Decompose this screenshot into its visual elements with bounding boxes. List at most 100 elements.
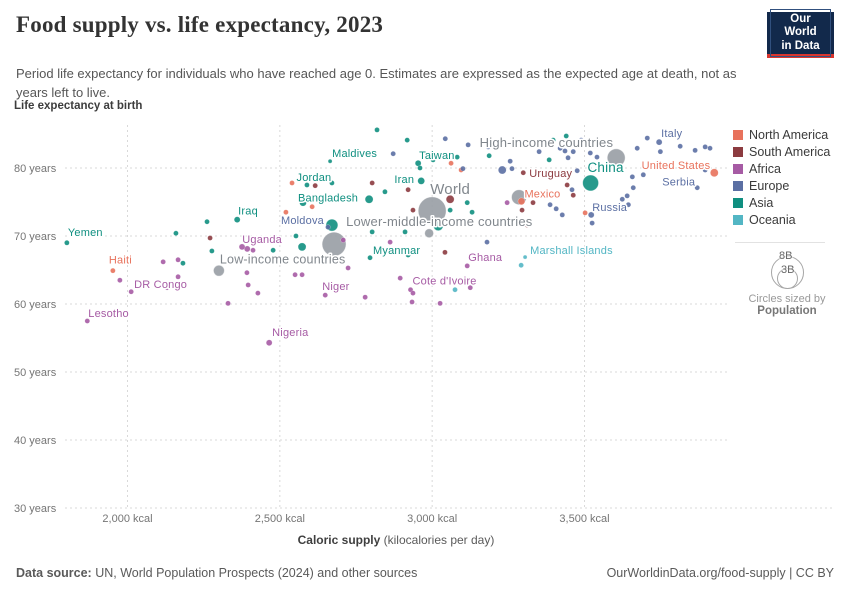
dot[interactable] [486, 153, 492, 159]
dot[interactable] [702, 144, 708, 150]
dot[interactable] [402, 229, 408, 235]
dot[interactable] [387, 239, 393, 245]
dot-iraq[interactable] [233, 216, 241, 223]
dot-label-haiti[interactable]: Haiti [107, 253, 133, 268]
dot[interactable] [405, 187, 411, 193]
legend-item-south-america[interactable]: South America [733, 143, 850, 160]
dot-united-states[interactable] [710, 168, 719, 177]
dot[interactable] [570, 192, 576, 198]
dot[interactable] [625, 202, 632, 208]
dot-label-lesotho[interactable]: Lesotho [87, 307, 130, 322]
dot-label-cote-d-ivoire[interactable]: Cote d'Ivoire [411, 274, 478, 289]
dot[interactable] [299, 272, 305, 278]
dot[interactable] [452, 287, 458, 293]
dot[interactable] [432, 220, 444, 232]
dot[interactable] [464, 199, 470, 206]
dot-nigeria[interactable] [265, 339, 273, 346]
dot[interactable] [536, 148, 542, 155]
dot[interactable] [630, 185, 636, 191]
dot[interactable] [369, 180, 375, 186]
legend-item-africa[interactable]: Africa [733, 160, 850, 177]
dot[interactable] [430, 157, 436, 163]
dot-yemen[interactable] [64, 240, 70, 246]
dot[interactable] [312, 182, 318, 189]
dot[interactable] [485, 144, 491, 150]
dot[interactable] [569, 187, 575, 193]
dot[interactable] [507, 158, 513, 164]
dot[interactable] [547, 202, 553, 208]
dot[interactable] [410, 207, 416, 213]
dot-label-low-income-countries[interactable]: Low-income countries [218, 251, 346, 268]
dot-maldives[interactable] [327, 159, 333, 164]
dot[interactable] [448, 160, 454, 166]
scatter-plot[interactable]: 2,000 kcal 2,500 kcal 3,000 kcal 3,500 kcal… [0, 100, 850, 562]
dot[interactable] [504, 199, 510, 206]
dot-label-russia[interactable]: Russia [591, 200, 629, 215]
dot[interactable] [175, 257, 181, 263]
legend-item-asia[interactable]: Asia [733, 194, 850, 211]
dot[interactable] [563, 133, 569, 139]
dot-mexico[interactable] [517, 197, 526, 206]
dot-world[interactable] [417, 196, 447, 226]
dot-dr-congo[interactable] [128, 289, 134, 295]
dot[interactable] [692, 147, 698, 154]
dot-lesotho[interactable] [84, 318, 90, 324]
dot[interactable] [299, 198, 307, 207]
dot[interactable] [447, 207, 453, 213]
dot[interactable] [546, 157, 552, 163]
dot[interactable] [397, 249, 403, 256]
dot[interactable] [424, 228, 435, 239]
dot-label-moldova[interactable]: Moldova [279, 214, 325, 229]
dot[interactable] [484, 239, 490, 245]
dot[interactable] [382, 189, 388, 195]
dot[interactable] [309, 204, 315, 210]
dot[interactable] [244, 270, 250, 276]
dot[interactable] [409, 299, 415, 305]
dot-haiti[interactable] [110, 267, 116, 274]
dot-marshall-islands[interactable] [522, 254, 528, 260]
dot-ghana[interactable] [464, 263, 470, 269]
dot-label-serbia[interactable]: Serbia [661, 175, 697, 190]
dot[interactable] [578, 137, 584, 143]
dot[interactable] [404, 137, 410, 143]
dot[interactable] [397, 275, 403, 281]
dot[interactable] [559, 212, 565, 218]
dot[interactable] [557, 145, 563, 151]
dot-uruguay[interactable] [520, 170, 526, 176]
dot[interactable] [587, 150, 593, 156]
dot[interactable] [297, 242, 307, 252]
dot-iran[interactable] [417, 177, 425, 185]
dot[interactable] [594, 154, 600, 160]
dot-label-italy[interactable]: Italy [660, 127, 684, 142]
dot[interactable] [180, 260, 186, 266]
dot[interactable] [442, 249, 448, 256]
dot-lower-middle-income-countries[interactable] [321, 231, 347, 257]
dot-russia[interactable] [588, 211, 595, 219]
legend-item-europe[interactable]: Europe [733, 177, 850, 194]
dot-label-uganda[interactable]: Uganda [241, 232, 284, 247]
dot-label-bangladesh[interactable]: Bangladesh [296, 191, 359, 206]
dot[interactable] [369, 229, 375, 235]
footer-link[interactable]: OurWorldinData.org/food-supply | CC BY [606, 566, 834, 580]
dot-label-iran[interactable]: Iran [393, 172, 416, 187]
dot[interactable] [442, 136, 448, 142]
owid-logo[interactable]: Our World in Data [767, 9, 834, 58]
dot[interactable] [619, 196, 625, 202]
dot[interactable] [160, 259, 166, 265]
dot[interactable] [417, 165, 423, 171]
dot[interactable] [562, 148, 568, 154]
dot[interactable] [574, 168, 580, 174]
dot-china[interactable] [582, 174, 599, 192]
dot[interactable] [570, 148, 576, 155]
dot[interactable] [707, 145, 713, 151]
dot[interactable] [553, 206, 559, 212]
dot[interactable] [657, 148, 664, 155]
dot[interactable] [329, 180, 335, 186]
dot[interactable] [518, 262, 524, 268]
dot-label-dr-congo[interactable]: DR Congo [133, 277, 189, 292]
dot[interactable] [289, 180, 295, 186]
dot[interactable] [204, 219, 210, 225]
dot[interactable] [524, 222, 530, 228]
dot[interactable] [445, 195, 455, 204]
dot[interactable] [644, 135, 650, 141]
